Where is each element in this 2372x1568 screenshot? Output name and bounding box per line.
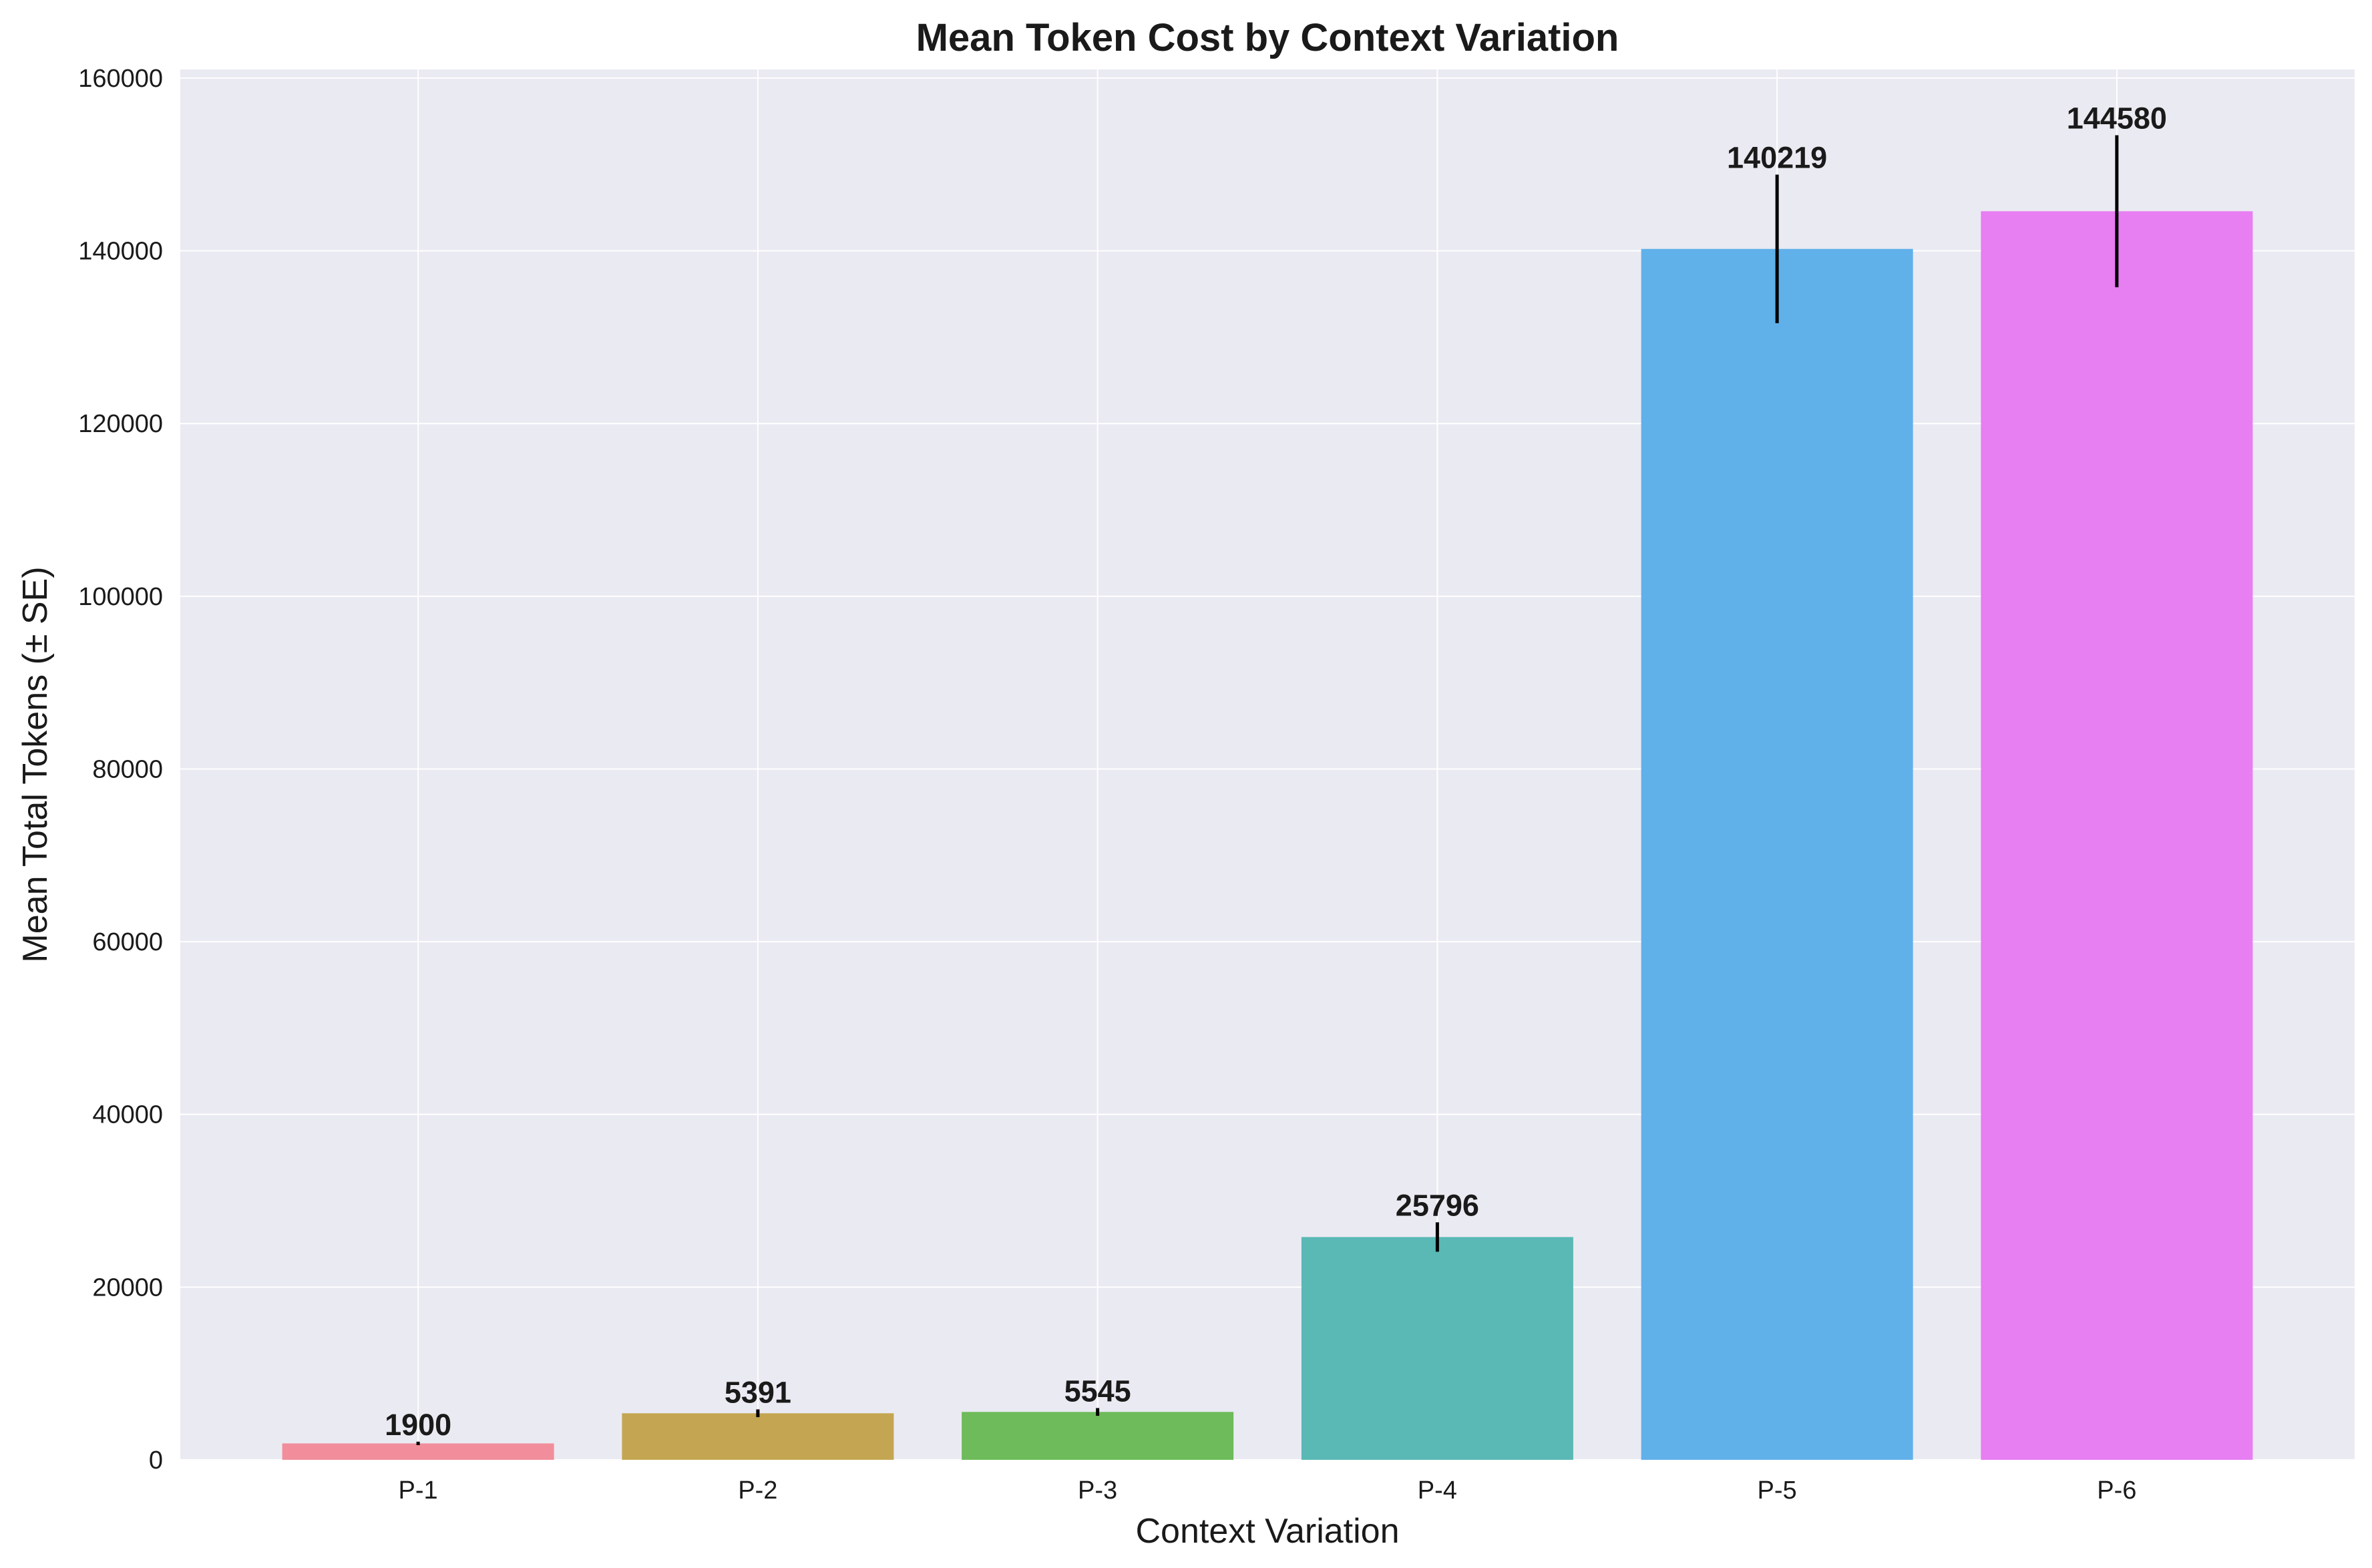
- value-label: 140219: [1727, 141, 1827, 175]
- bar-p-2: [622, 1413, 894, 1460]
- x-tick-label: P-6: [2097, 1477, 2136, 1505]
- y-tick-label: 80000: [92, 755, 163, 783]
- y-tick-label: 140000: [78, 238, 163, 266]
- value-label: 5545: [1064, 1374, 1131, 1408]
- value-label: 144580: [2067, 102, 2167, 136]
- x-tick-labels: P-1 P-2 P-3 P-4 P-5 P-6: [399, 1477, 2137, 1505]
- y-tick-labels: 0 20000 40000 60000 80000 100000 120000 140000 1…: [78, 65, 163, 1475]
- y-tick-label: 60000: [92, 928, 163, 956]
- bar-p-1: [282, 1443, 554, 1460]
- y-tick-label: 160000: [78, 65, 163, 93]
- y-axis-label: Mean Total Tokens (± SE): [16, 566, 55, 962]
- y-tick-label: 0: [149, 1446, 163, 1475]
- y-tick-label: 100000: [78, 583, 163, 611]
- y-tick-label: 20000: [92, 1273, 163, 1302]
- value-label: 1900: [385, 1408, 451, 1442]
- chart-title: Mean Token Cost by Context Variation: [916, 16, 1619, 59]
- x-tick-label: P-3: [1078, 1477, 1117, 1505]
- bar-p-3: [962, 1412, 1234, 1460]
- x-tick-label: P-2: [738, 1477, 777, 1505]
- bar-p-6: [1981, 211, 2253, 1460]
- x-axis-label: Context Variation: [1135, 1512, 1399, 1551]
- x-tick-label: P-5: [1758, 1477, 1797, 1505]
- y-tick-label: 120000: [78, 410, 163, 438]
- bar-p-5: [1641, 248, 1913, 1460]
- bar-p-4: [1301, 1237, 1573, 1460]
- error-bars: [416, 135, 2119, 1446]
- x-tick-label: P-1: [399, 1477, 438, 1505]
- value-label: 5391: [725, 1375, 791, 1409]
- value-labels: 1900 5391 5545 25796 140219 144580: [385, 102, 2167, 1442]
- x-tick-label: P-4: [1418, 1477, 1457, 1505]
- value-label: 25796: [1396, 1188, 1479, 1222]
- y-tick-label: 40000: [92, 1101, 163, 1129]
- bars: [282, 211, 2253, 1460]
